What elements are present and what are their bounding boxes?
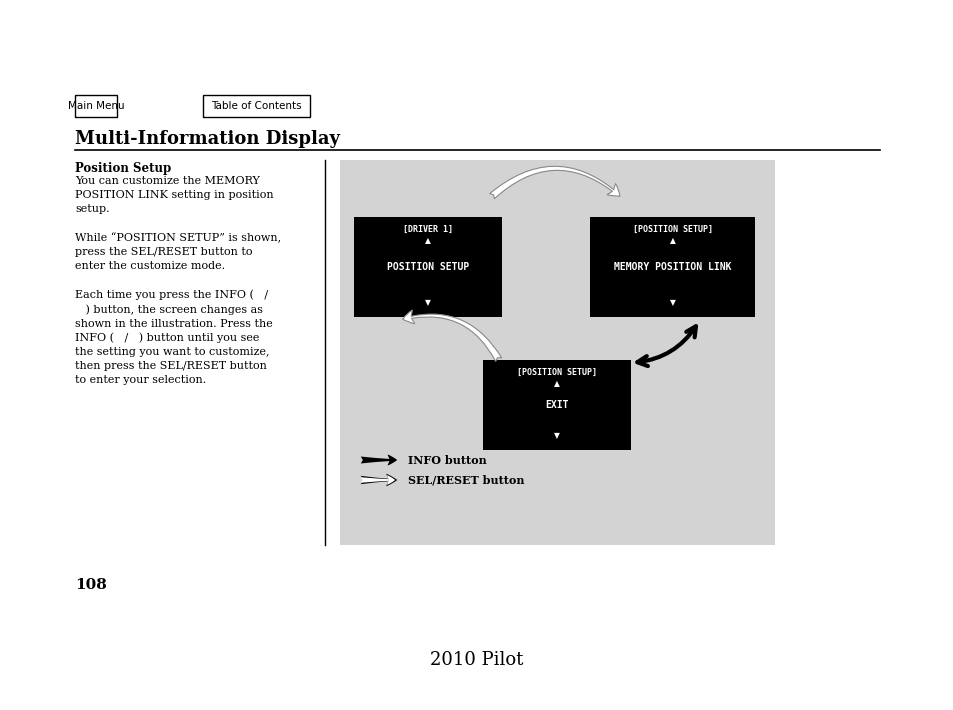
FancyArrowPatch shape bbox=[360, 474, 396, 486]
Text: Main Menu: Main Menu bbox=[68, 101, 124, 111]
Text: ▲: ▲ bbox=[669, 236, 676, 246]
Bar bbox=[590, 217, 755, 317]
Text: 108: 108 bbox=[75, 578, 107, 592]
Text: You can customize the MEMORY
POSITION LINK setting in position
setup.

While “PO: You can customize the MEMORY POSITION LI… bbox=[75, 176, 281, 386]
Text: [POSITION SETUP]: [POSITION SETUP] bbox=[633, 224, 712, 234]
Text: ▼: ▼ bbox=[425, 298, 431, 307]
Text: EXIT: EXIT bbox=[545, 400, 568, 410]
Bar bbox=[354, 217, 501, 317]
Text: Table of Contents: Table of Contents bbox=[211, 101, 301, 111]
Text: INFO button: INFO button bbox=[408, 454, 486, 466]
Text: Multi-Information Display: Multi-Information Display bbox=[75, 130, 339, 148]
Text: 2010 Pilot: 2010 Pilot bbox=[430, 651, 523, 669]
FancyArrowPatch shape bbox=[402, 310, 501, 361]
Bar bbox=[75, 95, 117, 117]
Text: ▼: ▼ bbox=[554, 432, 559, 440]
FancyArrowPatch shape bbox=[637, 326, 696, 366]
Text: [POSITION SETUP]: [POSITION SETUP] bbox=[517, 368, 597, 376]
Text: ▲: ▲ bbox=[425, 236, 431, 246]
Text: POSITION SETUP: POSITION SETUP bbox=[387, 262, 469, 272]
FancyArrowPatch shape bbox=[489, 166, 619, 199]
Text: [DRIVER 1]: [DRIVER 1] bbox=[402, 224, 453, 234]
Text: MEMORY POSITION LINK: MEMORY POSITION LINK bbox=[614, 262, 731, 272]
FancyArrowPatch shape bbox=[360, 475, 395, 485]
Text: SEL/RESET button: SEL/RESET button bbox=[408, 474, 524, 486]
Bar bbox=[482, 360, 630, 450]
Bar bbox=[339, 160, 774, 545]
Text: Position Setup: Position Setup bbox=[75, 162, 172, 175]
Text: ▼: ▼ bbox=[669, 298, 676, 307]
Bar bbox=[203, 95, 310, 117]
Text: ▲: ▲ bbox=[554, 380, 559, 388]
FancyArrowPatch shape bbox=[360, 454, 396, 466]
